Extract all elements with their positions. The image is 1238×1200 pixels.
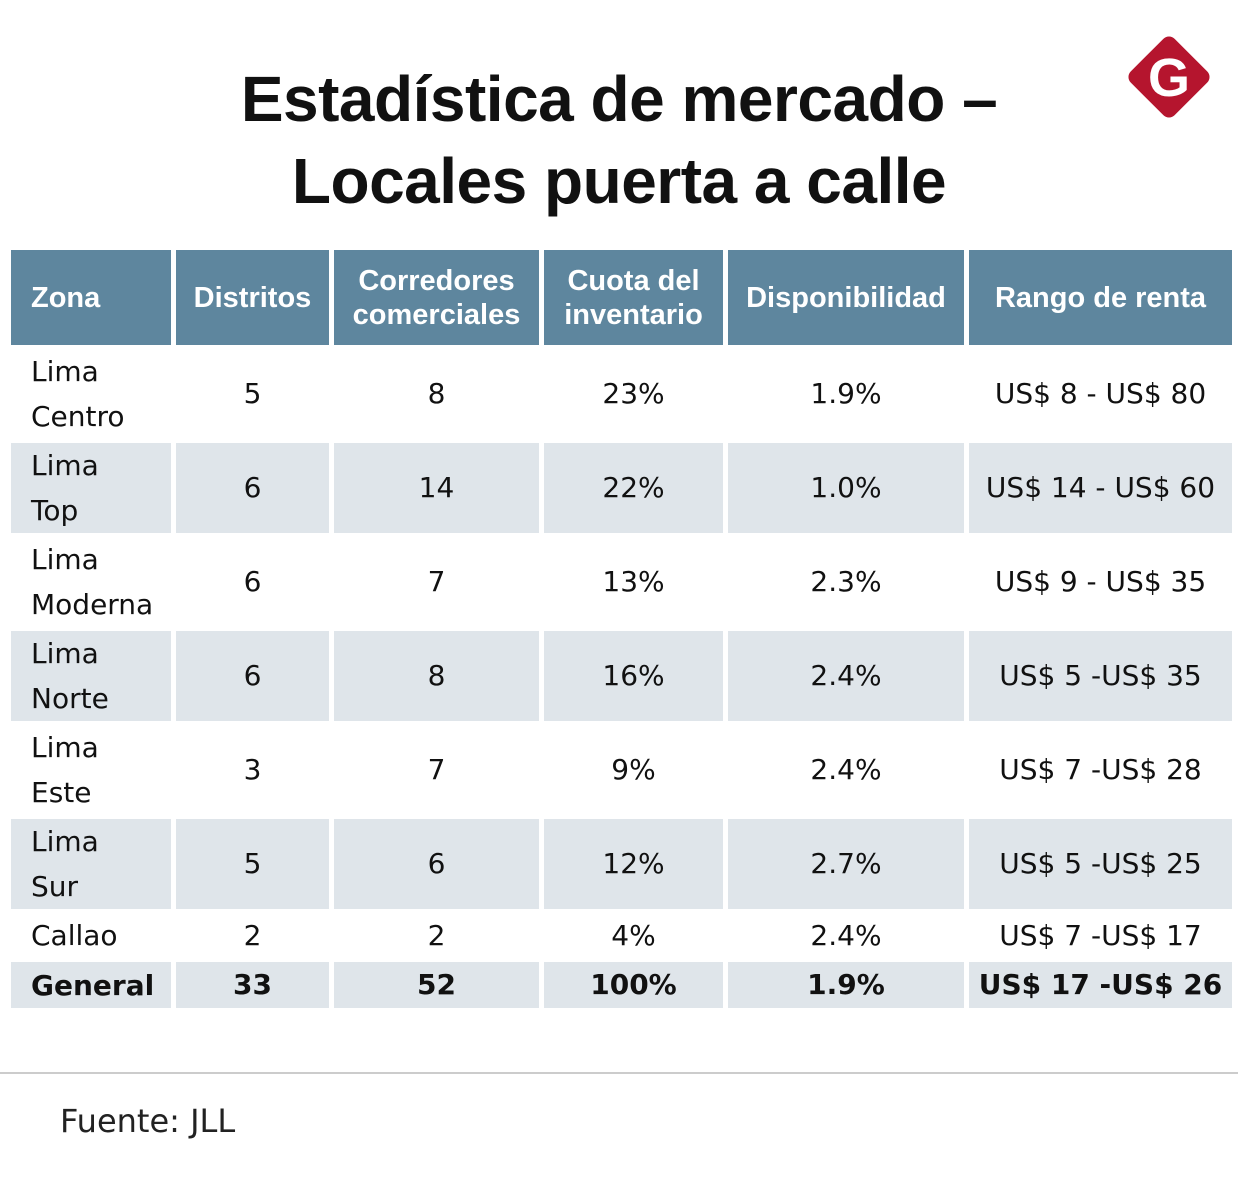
column-header-cuota: Cuota del inventario	[544, 250, 723, 345]
cell-renta: US$ 14 - US$ 60	[969, 443, 1232, 533]
column-header-line: Cuota del	[567, 264, 700, 297]
table-row: Callao 2 2 4% 2.4% US$ 7 -US$ 17	[11, 913, 1232, 958]
column-header-line: comerciales	[352, 298, 521, 331]
cell-distritos: 33	[176, 962, 329, 1008]
column-header-distritos: Distritos	[176, 250, 329, 345]
cell-corredores: 2	[427, 918, 446, 952]
table-body: Lima Centro 5 8 23% 1.9% US$ 8 - US$ 80 Lima Top…	[11, 349, 1232, 1008]
cell-corredores: 8	[427, 377, 446, 410]
table-row: Lima Centro 5 8 23% 1.9% US$ 8 - US$ 80	[11, 349, 1232, 439]
cell-disponibilidad: 2.4%	[810, 753, 882, 786]
zona-line: Top	[31, 494, 79, 527]
column-header-line: Disponibilidad	[746, 281, 946, 314]
table-row: Lima Moderna 6 7 13% 2.3% US$ 9 - US$ 35	[11, 537, 1232, 627]
cell-corredores: 6	[334, 819, 539, 909]
cell-distritos: 5	[176, 819, 329, 909]
cell-corredores: 7	[427, 753, 446, 786]
cell-cuota: 16%	[544, 631, 723, 721]
cell-renta: US$ 8 - US$ 80	[994, 377, 1207, 410]
cell-zona: Lima Norte	[11, 631, 171, 721]
cell-distritos: 2	[243, 918, 262, 952]
cell-zona: General	[11, 962, 171, 1008]
cell-renta: US$ 9 - US$ 35	[994, 565, 1207, 598]
zona-line: Este	[31, 776, 92, 809]
column-header-line: inventario	[564, 298, 703, 331]
cell-distritos: 6	[176, 631, 329, 721]
cell-zona: Callao	[11, 913, 171, 958]
cell-disponibilidad: 1.9%	[810, 377, 882, 410]
title-line-2: Locales puerta a calle	[291, 145, 947, 217]
cell-zona: Lima Este	[11, 725, 171, 815]
source-note: Fuente: JLL	[60, 1102, 236, 1140]
cell-cuota: 22%	[544, 443, 723, 533]
zona-line: Moderna	[31, 588, 154, 621]
zona-line: General	[31, 968, 155, 1002]
cell-corredores: 7	[427, 565, 446, 598]
title-line-1: Estadística de mercado –	[240, 63, 998, 135]
cell-zona: Lima Sur	[11, 819, 171, 909]
cell-corredores: 14	[334, 443, 539, 533]
zona-line: Centro	[31, 400, 125, 433]
cell-disponibilidad: 2.7%	[728, 819, 964, 909]
cell-cuota: 12%	[544, 819, 723, 909]
table-row: Lima Norte 6 8 16% 2.4% US$ 5 -US$ 35	[11, 631, 1232, 721]
table-row: General 33 52 100% 1.9% US$ 17 -US$ 26	[11, 962, 1232, 1008]
zona-line: Sur	[31, 870, 79, 903]
cell-disponibilidad: 2.4%	[728, 631, 964, 721]
cell-renta: US$ 7 -US$ 17	[999, 918, 1202, 952]
zona-line: Lima	[31, 731, 99, 764]
cell-distritos: 5	[243, 377, 262, 410]
column-header-disponibilidad: Disponibilidad	[728, 250, 964, 345]
cell-renta: US$ 17 -US$ 26	[969, 962, 1232, 1008]
table-row: Lima Este 3 7 9% 2.4% US$ 7 -US$ 28	[11, 725, 1232, 815]
column-header-corredores: Corredores comerciales	[334, 250, 539, 345]
cell-cuota: 9%	[611, 753, 656, 786]
zona-line: Lima	[31, 543, 99, 576]
column-header-line: Distritos	[193, 281, 312, 314]
table-row: Lima Top 6 14 22% 1.0% US$ 14 - US$ 60	[11, 443, 1232, 533]
zona-line: Norte	[31, 682, 109, 715]
zona-line: Lima	[31, 449, 99, 482]
cell-disponibilidad: 2.4%	[810, 918, 882, 952]
cell-renta: US$ 5 -US$ 35	[969, 631, 1232, 721]
brand-logo: G	[1128, 36, 1210, 118]
cell-distritos: 6	[176, 443, 329, 533]
column-header-line: Corredores	[358, 264, 515, 297]
column-header-renta: Rango de renta	[969, 250, 1232, 345]
zona-line: Lima	[31, 825, 99, 858]
cell-disponibilidad: 1.9%	[728, 962, 964, 1008]
cell-corredores: 8	[334, 631, 539, 721]
cell-corredores: 52	[334, 962, 539, 1008]
zona-line: Lima	[31, 355, 99, 388]
cell-cuota: 23%	[602, 377, 665, 410]
cell-renta: US$ 7 -US$ 28	[999, 753, 1202, 786]
cell-zona: Lima Moderna	[11, 537, 171, 627]
table-row: Lima Sur 5 6 12% 2.7% US$ 5 -US$ 25	[11, 819, 1232, 909]
cell-zona: Lima Centro	[11, 349, 171, 439]
cell-cuota: 100%	[544, 962, 723, 1008]
logo-letter: G	[1148, 48, 1190, 108]
column-header-zona: Zona	[11, 250, 171, 345]
cell-renta: US$ 5 -US$ 25	[969, 819, 1232, 909]
page-title: Estadística de mercado – Locales puerta …	[0, 58, 1238, 222]
cell-distritos: 6	[243, 565, 262, 598]
market-stats-table: Zona Distritos Corredores comerciales Cuota …	[6, 246, 1237, 1012]
cell-cuota: 13%	[602, 565, 665, 598]
cell-distritos: 3	[243, 753, 262, 786]
footer-divider	[0, 1072, 1238, 1074]
cell-disponibilidad: 1.0%	[728, 443, 964, 533]
table-header-row: Zona Distritos Corredores comerciales Cuota …	[11, 250, 1232, 345]
column-header-line: Zona	[31, 281, 101, 314]
zona-line: Callao	[31, 919, 118, 952]
column-header-line: Rango de renta	[994, 281, 1207, 314]
cell-zona: Lima Top	[11, 443, 171, 533]
cell-cuota: 4%	[611, 918, 656, 952]
zona-line: Lima	[31, 637, 99, 670]
cell-disponibilidad: 2.3%	[810, 565, 882, 598]
